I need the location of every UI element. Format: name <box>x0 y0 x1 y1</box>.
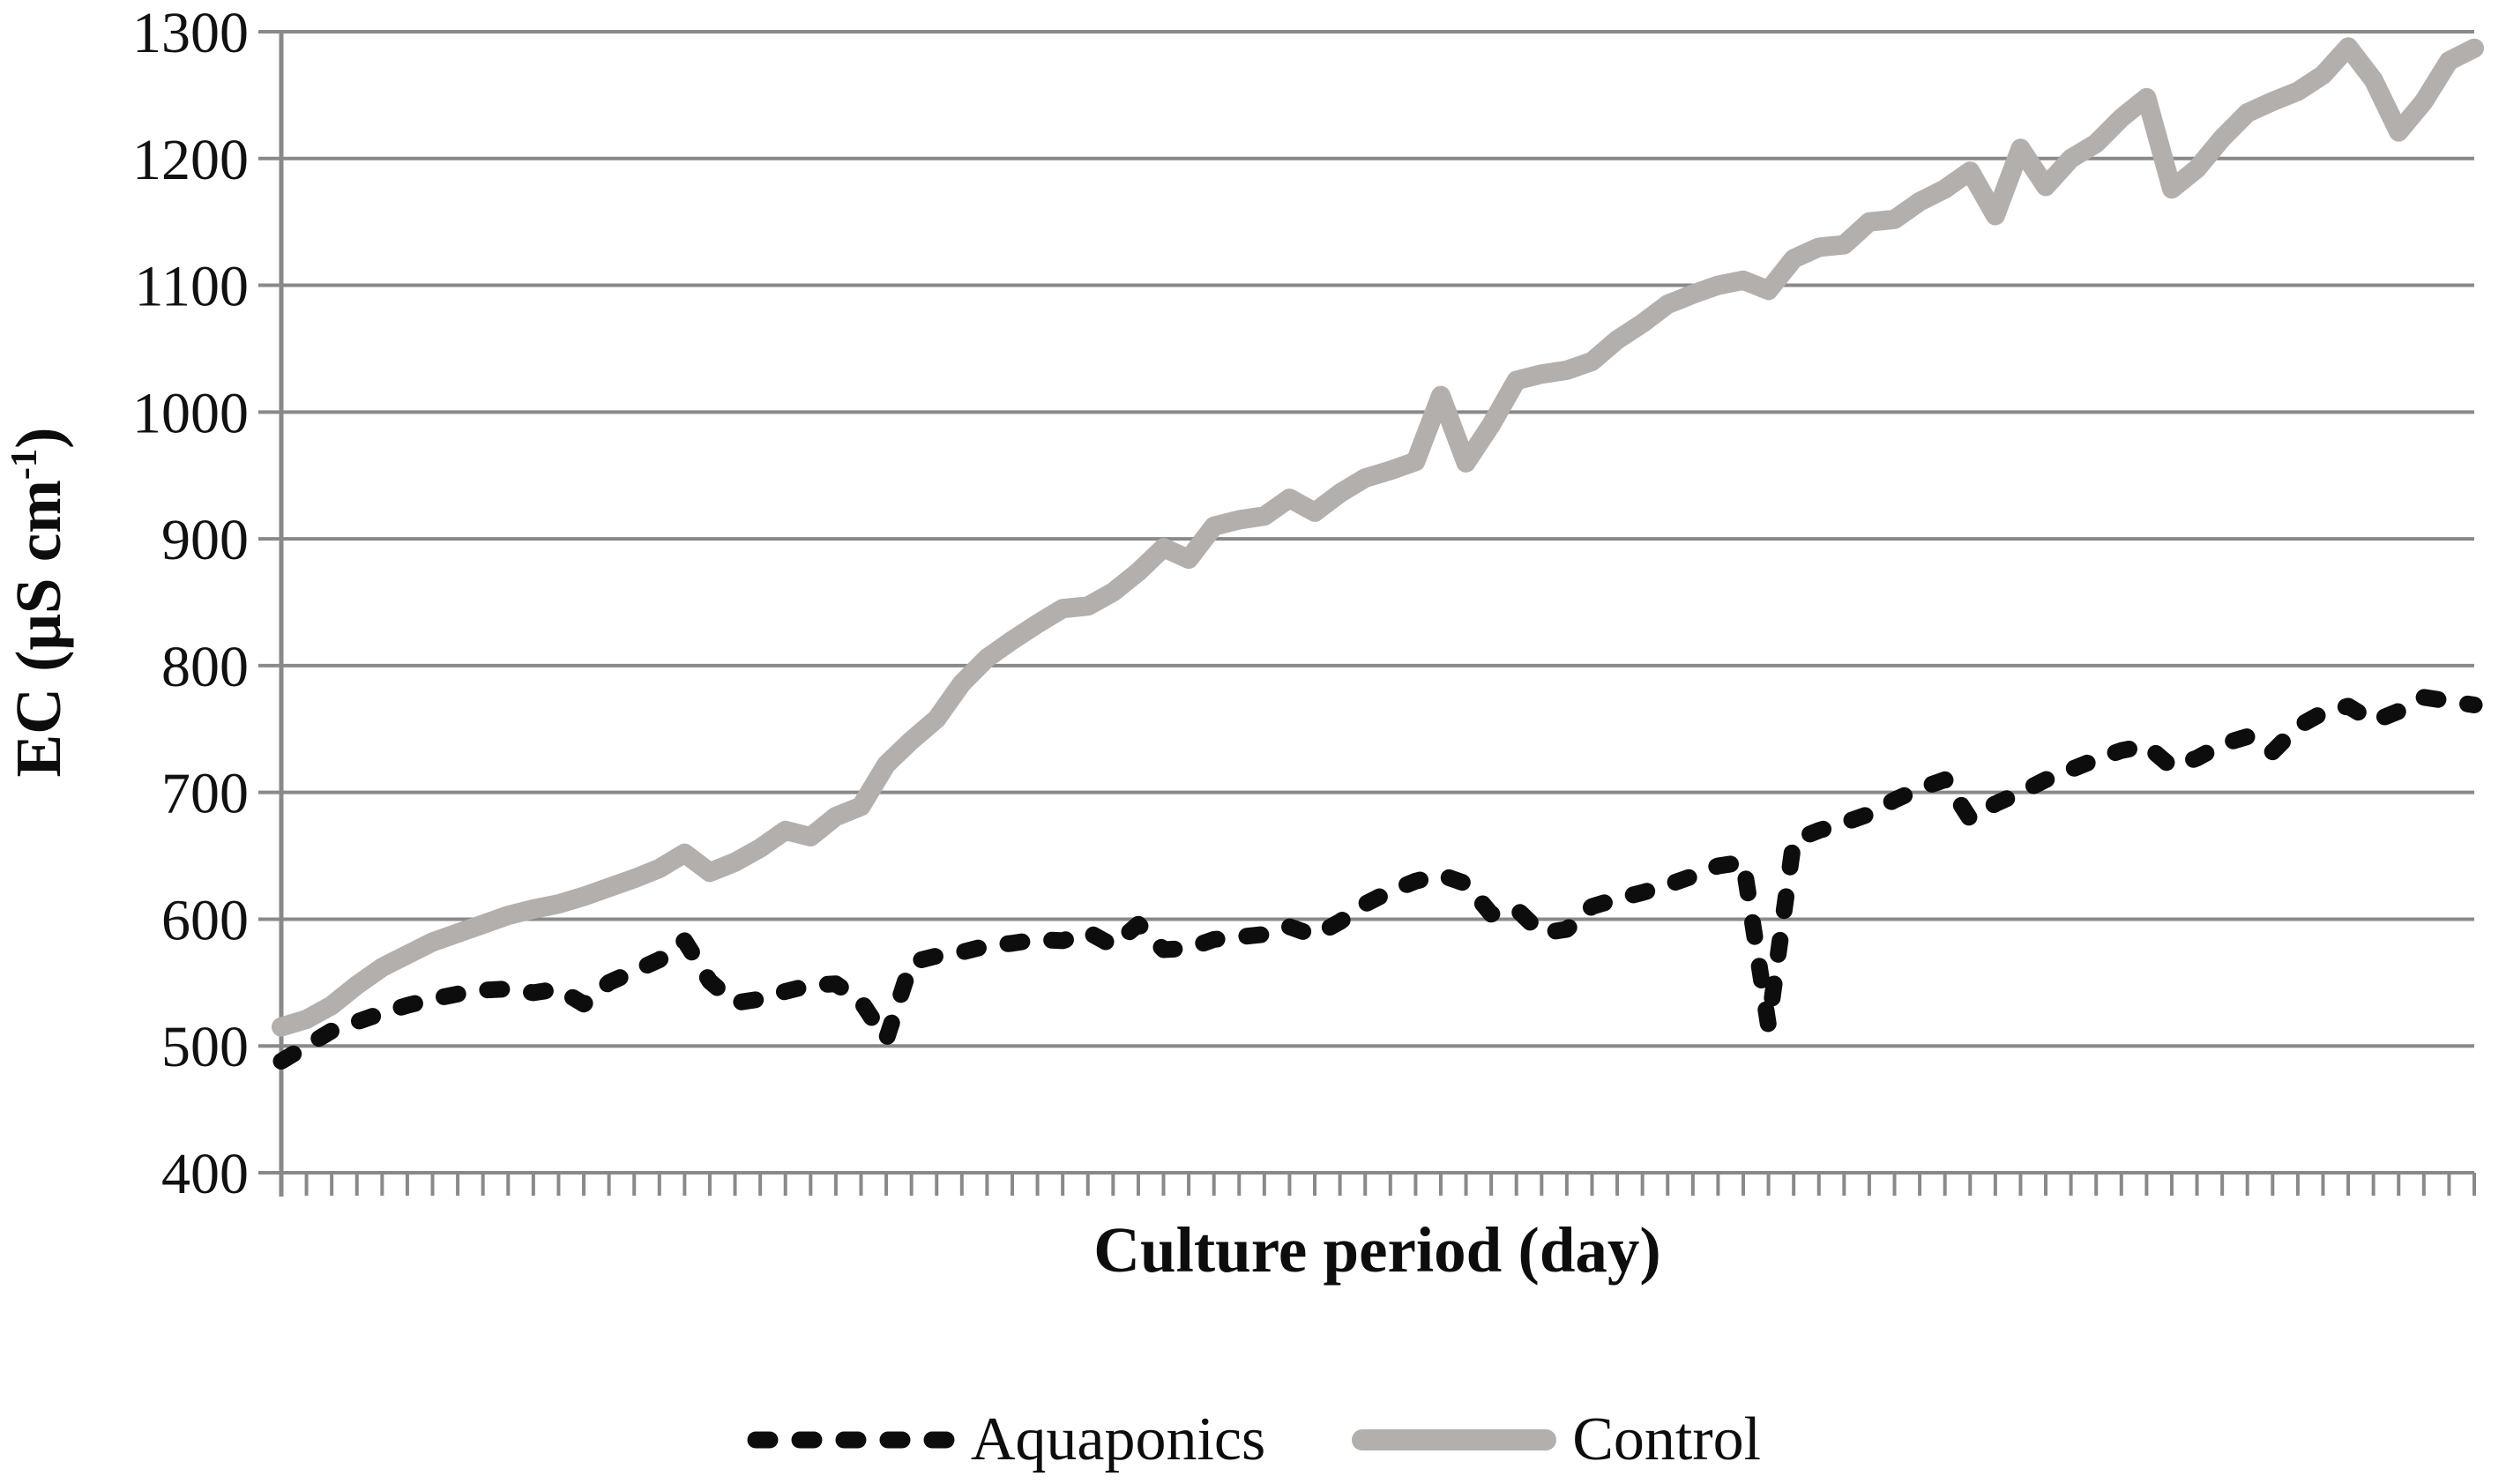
y-tick-label-700: 700 <box>161 762 249 826</box>
y-axis-title: EC (μS cm-1) <box>2 428 76 778</box>
y-tick-label-1200: 1200 <box>132 128 249 192</box>
y-tick-label-900: 900 <box>161 508 249 572</box>
x-axis-title: Culture period (day) <box>1093 1214 1661 1286</box>
y-tick-label-800: 800 <box>161 635 249 699</box>
y-tick-label-1300: 1300 <box>132 1 249 65</box>
legend-dashed-line-icon <box>745 1425 957 1455</box>
y-tick-label-500: 500 <box>161 1015 249 1079</box>
legend: Aquaponics Control <box>0 1405 2506 1475</box>
y-tick-label-1000: 1000 <box>132 381 249 445</box>
y-tick-label-600: 600 <box>161 888 249 952</box>
legend-solid-line-icon <box>1350 1425 1558 1455</box>
control-line <box>272 37 2484 1037</box>
y-axis-title-superscript: -1 <box>3 448 45 481</box>
y-tick-label-400: 400 <box>161 1142 249 1206</box>
aquaponics-line <box>272 689 2483 1070</box>
y-axis-title-text: EC (μS cm <box>3 480 74 778</box>
legend-label-control: Control <box>1572 1406 1762 1473</box>
y-tick-label-1100: 1100 <box>134 255 249 319</box>
y-axis-title-close: ) <box>3 427 74 449</box>
legend-label-aquaponics: Aquaponics <box>970 1406 1266 1473</box>
